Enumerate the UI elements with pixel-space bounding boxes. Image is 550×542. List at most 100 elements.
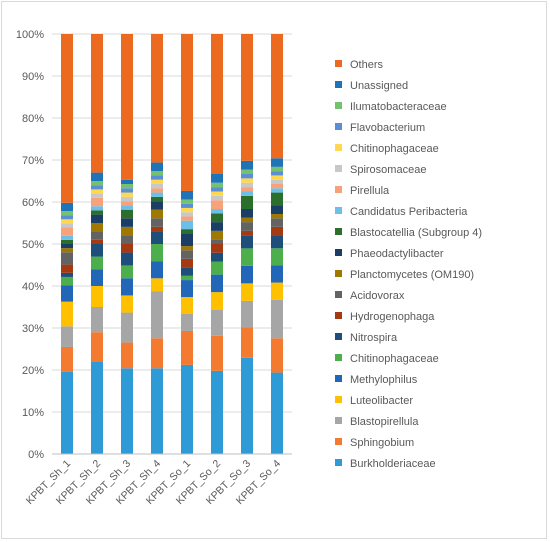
bar-segment: [91, 223, 103, 232]
bar-segment: [211, 187, 223, 192]
bar-stack-KPBT_Sh_3: [121, 34, 133, 454]
bar-segment: [121, 205, 133, 210]
legend-label: Candidatus Peribacteria: [350, 206, 468, 218]
bar-segment: [181, 250, 193, 259]
gridlines: [52, 33, 292, 413]
bar-stack-KPBT_Sh_4: [151, 34, 163, 454]
bar-segment: [151, 184, 163, 189]
legend-swatch: [335, 312, 342, 319]
bar-segment: [241, 178, 253, 183]
legend-item: Nitrospira: [335, 332, 398, 344]
bar-segment: [151, 261, 163, 279]
bar-segment: [121, 192, 133, 197]
bar-segment: [211, 244, 223, 253]
bar-segment: [151, 196, 163, 202]
bar-segment: [61, 34, 73, 203]
bar-segment: [181, 199, 193, 204]
legend-swatch: [335, 144, 342, 151]
bar-stack-KPBT_So_1: [181, 34, 193, 454]
bar-segment: [151, 188, 163, 193]
bar-segment: [91, 244, 103, 257]
bar-segment: [241, 174, 253, 179]
bar-segment: [91, 189, 103, 194]
bar-segment: [91, 181, 103, 186]
legend-label: Methylophilus: [350, 374, 418, 386]
bar-segment: [61, 235, 73, 240]
bar-segment: [211, 292, 223, 310]
legend-swatch: [335, 186, 342, 193]
bar-segment: [241, 187, 253, 192]
bar-segment: [181, 275, 193, 281]
bar-segment: [211, 195, 223, 201]
bar-segment: [61, 202, 73, 212]
bar-segment: [271, 166, 283, 172]
bar-segment: [91, 286, 103, 307]
bar-segment: [271, 218, 283, 227]
legend-swatch: [335, 354, 342, 361]
x-axis-category-labels: KPBT_Sh_1KPBT_Sh_2KPBT_Sh_3KPBT_Sh_4KPBT…: [24, 458, 283, 507]
bar-segment: [121, 252, 133, 266]
legend-item: Phaeodactylibacter: [335, 248, 444, 260]
bar-segment: [121, 179, 133, 184]
legend-label: Blastopirellula: [350, 416, 419, 428]
y-axis-tick-labels: 0% 10% 20% 30% 40% 50% 60% 70% 80% 90% 100%: [16, 29, 44, 461]
y-tick-label: 80%: [22, 113, 44, 125]
bar-segment: [121, 209, 133, 219]
bar-segment: [211, 252, 223, 262]
bar-segment: [151, 34, 163, 163]
legend-label: Luteolibacter: [350, 395, 413, 407]
legend-swatch: [335, 102, 342, 109]
bar-segment: [271, 265, 283, 283]
y-tick-label: 50%: [22, 239, 44, 251]
bar-segment: [241, 327, 253, 358]
bar-segment: [91, 256, 103, 270]
bar-segment: [61, 215, 73, 220]
bar-segment: [271, 248, 283, 266]
bar-segment: [61, 252, 73, 265]
legend-swatch: [335, 438, 342, 445]
bar-segment: [181, 220, 193, 230]
bar-segment: [271, 214, 283, 219]
bar-segment: [181, 267, 193, 276]
bar-segment: [61, 285, 73, 302]
bar-segment: [271, 188, 283, 193]
bar-segment: [181, 364, 193, 454]
bar-segment: [151, 231, 163, 244]
legend-label: Nitrospira: [350, 332, 398, 344]
bar-segment: [181, 229, 193, 234]
bar-segment: [211, 209, 223, 214]
bar-segment: [181, 212, 193, 217]
bar-segment: [271, 235, 283, 249]
bar-segment: [181, 190, 193, 200]
bar-segment: [241, 160, 253, 170]
legend-item: Chitinophagaceae: [335, 353, 439, 365]
legend-item: Methylophilus: [335, 374, 418, 386]
bar-segment: [211, 261, 223, 275]
legend-swatch: [335, 228, 342, 235]
legend-swatch: [335, 165, 342, 172]
bar-segment: [151, 201, 163, 210]
bar-segment: [91, 197, 103, 207]
bar-segment: [151, 175, 163, 180]
bar-segment: [121, 226, 133, 236]
bar-segment: [241, 235, 253, 249]
bar-segment: [271, 175, 283, 180]
bar-segment: [181, 280, 193, 298]
bar-segment: [271, 158, 283, 167]
bar-segment: [271, 282, 283, 300]
bar-segment: [91, 269, 103, 286]
legend-label: Hydrogenophaga: [350, 311, 435, 323]
bar-stack-KPBT_Sh_1: [61, 34, 73, 454]
bar-segment: [241, 300, 253, 328]
bar-segment: [211, 34, 223, 174]
bar-stack-KPBT_So_4: [271, 34, 283, 454]
bar-segment: [61, 346, 73, 372]
bar-segment: [61, 239, 73, 244]
legend-label: Acidovorax: [350, 290, 405, 302]
bar-segment: [151, 192, 163, 197]
bar-segment: [211, 309, 223, 336]
bar-segment: [61, 248, 73, 253]
bar-segment: [91, 361, 103, 454]
bar-segment: [241, 357, 253, 454]
